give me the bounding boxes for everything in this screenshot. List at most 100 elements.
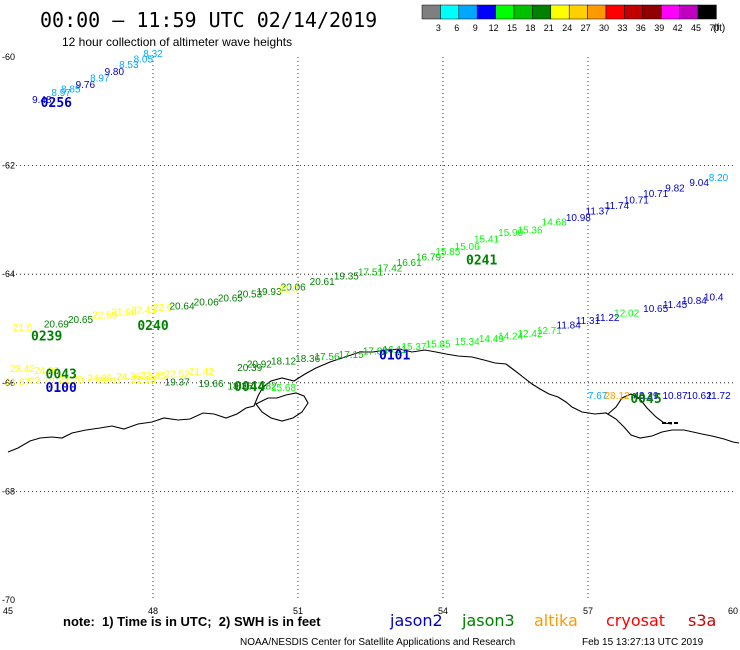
pass-time-label: 0101 — [379, 349, 410, 364]
wave-height-value: 8.20 — [709, 173, 729, 184]
pass-time-label: 0239 — [31, 330, 62, 345]
pass-time-label: 0241 — [466, 254, 497, 269]
wave-height-value: 16.11 — [383, 345, 408, 356]
wave-height-value: 17.88 — [363, 347, 388, 358]
wave-height-value: 19.35 — [334, 272, 359, 283]
legend-label: 21 — [544, 23, 554, 33]
wave-height-value: 10.62 — [687, 391, 712, 402]
wave-height-value: 15.37 — [401, 342, 426, 353]
wave-height-value: 8.32 — [143, 49, 163, 60]
wave-height-value: 22.52 — [165, 369, 190, 380]
wave-height-value: 20.69 — [44, 319, 69, 330]
legend-swatch — [421, 4, 441, 20]
wave-height-value: 20.64 — [169, 301, 194, 312]
wave-height-value: 19.66 — [198, 379, 223, 390]
wave-height-value: 7.67 — [588, 391, 608, 402]
wave-height-value: 9.80 — [105, 67, 125, 78]
lon-tick-label: 45 — [3, 606, 13, 616]
legend-swatch — [624, 4, 644, 20]
pass-time-label: 0044 — [234, 380, 265, 395]
color-legend: 3 6 9 12 15 18 21 24 27 30 33 36 39 42 45 70 — [421, 4, 719, 33]
lat-tick-label: -66 — [2, 378, 15, 388]
wave-height-value: 12.42 — [517, 329, 542, 340]
lon-tick-label: 60 — [728, 606, 738, 616]
wave-height-value: 11.31 — [576, 316, 601, 327]
wave-height-value: 11.45 — [663, 300, 688, 311]
legend-label: 15 — [507, 23, 517, 33]
legend-swatch — [532, 4, 552, 20]
legend-swatch — [587, 4, 607, 20]
wave-height-value: 17.42 — [377, 263, 402, 274]
satellite-name: jason3 — [461, 611, 515, 630]
credit-text: NOAA/NESDIS Center for Satellite Applica… — [240, 637, 515, 648]
wave-height-value: 21.0 — [279, 285, 299, 296]
legend-swatch — [458, 4, 478, 20]
wave-height-value: 15.85 — [435, 247, 460, 258]
graticule — [8, 57, 733, 600]
coastline — [7, 348, 740, 453]
legend-label: 18 — [525, 23, 535, 33]
legend-swatch — [568, 4, 588, 20]
wave-height-value: 11.22 — [595, 313, 620, 324]
wave-height-value: 10.98 — [566, 213, 591, 224]
wave-height-value: 11.74 — [605, 201, 630, 212]
lat-tick-label: -64 — [2, 269, 15, 279]
timestamp-text: Feb 15 13:27:13 UTC 2019 — [582, 637, 704, 648]
wave-height-value: 22.0 — [153, 303, 173, 314]
wave-height-value: 12.02 — [614, 309, 639, 320]
legend-swatch — [642, 4, 662, 20]
wave-height-value: 21.13 — [131, 375, 156, 386]
wave-height-value: 17.15 — [339, 350, 364, 361]
map-subtitle: 12 hour collection of altimeter wave hei… — [62, 35, 292, 49]
coastline-inlet — [255, 392, 309, 422]
wave-height-value: 17.51 — [358, 267, 383, 278]
map-title: 00:00 — 11:59 UTC 02/14/2019 — [40, 8, 377, 32]
wave-height-value: 10.84 — [682, 296, 707, 307]
legend-unit: (ft) — [713, 23, 725, 34]
wave-height-value: 14.24 — [498, 331, 523, 342]
pass-time-label: 0256 — [41, 96, 72, 111]
footnote: note: 1) Time is in UTC; 2) SWH is in fe… — [63, 614, 321, 629]
wave-height-value: 15.34 — [455, 337, 480, 348]
wave-height-value: 20.61 — [310, 277, 335, 288]
pass-time-label: 0240 — [137, 319, 168, 334]
wave-height-value: 22.43 — [131, 305, 156, 316]
wave-height-value: 10.65 — [643, 304, 668, 315]
lon-tick-label: 57 — [583, 606, 593, 616]
wave-height-value: 28.12 — [604, 391, 629, 402]
legend-label: 30 — [599, 23, 609, 33]
legend-label: 12 — [489, 23, 499, 33]
legend-label: 45 — [691, 23, 701, 33]
legend-swatch — [440, 4, 460, 20]
wave-height-value: 21.90 — [111, 307, 136, 318]
legend-label: 3 — [436, 23, 441, 33]
wave-height-value: 24.36 — [116, 372, 141, 383]
wave-height-value: 18.12 — [271, 356, 296, 367]
lat-tick-label: -68 — [2, 486, 15, 496]
wave-height-value: 8.97 — [51, 88, 71, 99]
wave-height-value: 21.6 — [13, 323, 33, 334]
wave-height-value: 16.79 — [416, 253, 441, 264]
pass-time-label: 0043 — [46, 368, 77, 383]
wave-height-value: 11.72 — [706, 391, 731, 402]
legend-label: 42 — [673, 23, 683, 33]
lon-tick-label: 48 — [148, 606, 158, 616]
wave-height-value: 8.97 — [90, 73, 110, 84]
wave-height-value: 9.48 — [32, 95, 52, 106]
legend-label: 36 — [636, 23, 646, 33]
wave-height-value: 12.71 — [537, 326, 562, 337]
wave-height-value: 9.82 — [665, 184, 685, 195]
legend-label: 39 — [654, 23, 664, 33]
wave-height-value: 22.70 — [58, 375, 83, 386]
legend-label: 9 — [473, 23, 478, 33]
wave-height-value: 20.65 — [68, 315, 93, 326]
legend-swatch — [679, 4, 699, 20]
wave-height-value: 21.67 — [5, 378, 30, 389]
wave-height-value: 15.85 — [426, 340, 451, 351]
wave-height-value: 16.61 — [397, 258, 422, 269]
legend-swatch — [513, 4, 533, 20]
satellite-name: s3a — [688, 611, 716, 630]
wave-height-value: 8.53 — [119, 60, 139, 71]
legend-label: 6 — [454, 23, 459, 33]
